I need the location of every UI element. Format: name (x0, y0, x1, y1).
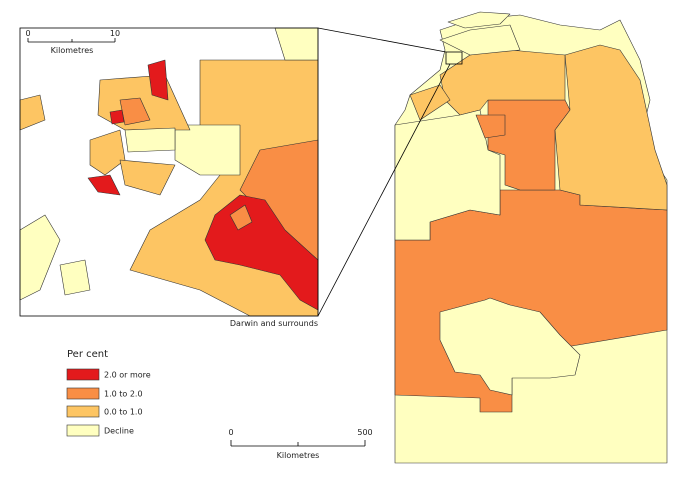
legend-swatch (66, 405, 100, 418)
region (59, 259, 91, 296)
legend-label: 1.0 to 2.0 (104, 390, 143, 399)
legend-swatch (66, 387, 100, 400)
region (109, 109, 125, 125)
legend-title: Per cent (67, 349, 108, 360)
inset-locator (445, 51, 463, 65)
region (475, 114, 506, 139)
region (394, 109, 501, 241)
legend-swatch (66, 424, 100, 437)
legend-label: 0.0 to 1.0 (104, 408, 143, 417)
scale-unit: Kilometres (51, 46, 94, 55)
region (119, 159, 176, 196)
leader-line (317, 27, 447, 53)
region (554, 44, 668, 211)
region (447, 11, 511, 29)
region (147, 59, 169, 101)
region (229, 204, 253, 231)
legend-swatch (66, 368, 100, 381)
region (174, 124, 241, 176)
scale-end: 10 (110, 29, 120, 38)
leader-line (317, 63, 451, 317)
region (487, 99, 571, 191)
region (124, 127, 176, 153)
inset-frame (19, 27, 319, 317)
scale-unit: Kilometres (277, 451, 320, 460)
region (439, 24, 521, 56)
region (89, 129, 126, 176)
scale-start: 0 (228, 428, 233, 437)
scale-start: 0 (25, 29, 30, 38)
scale-end: 500 (357, 428, 372, 437)
legend-label: Decline (104, 427, 134, 436)
inset-caption: Darwin and surrounds (230, 319, 318, 328)
region (87, 174, 121, 196)
legend: Per cent 2.0 or more 1.0 to 2.0 0.0 to 1.0… (66, 349, 151, 437)
legend-label: 2.0 or more (104, 371, 151, 380)
main-map (394, 11, 668, 464)
inset-map: 0 10 Kilometres (19, 27, 319, 317)
region (439, 297, 581, 396)
